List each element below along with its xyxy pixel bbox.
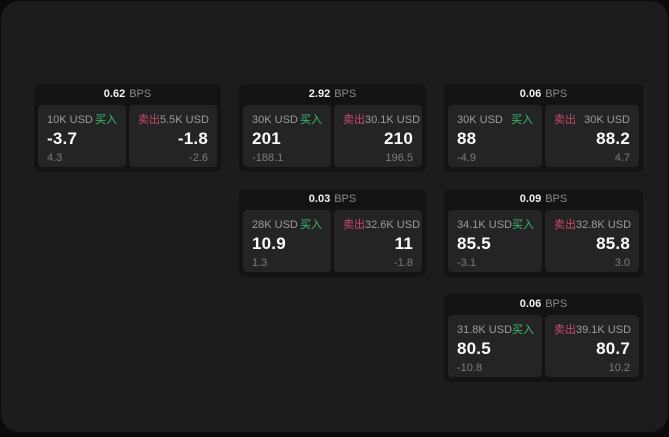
sell-tag: 卖出 xyxy=(554,219,576,231)
bps-unit-label: BPS xyxy=(545,193,568,205)
buy-amount: 10K USD xyxy=(47,114,93,126)
buy-delta: -3.1 xyxy=(457,257,476,269)
sell-amount: 30.1K USD xyxy=(365,114,421,126)
buy-panel[interactable]: 30K USD 买入 88 -4.9 xyxy=(448,105,542,167)
sell-panel[interactable]: 卖出 32.6K USD 11 -1.8 xyxy=(334,210,422,272)
buy-delta: -4.9 xyxy=(457,152,476,164)
bps-value: 2.92 xyxy=(308,88,331,100)
buy-tag: 买入 xyxy=(511,114,533,126)
bps-value: 0.03 xyxy=(308,193,331,205)
sell-delta: 4.7 xyxy=(614,152,630,164)
sell-price: -1.8 xyxy=(177,129,208,148)
quote-card: 0.06 BPS 30K USD 买入 88 -4.9 卖出 30K USD 8… xyxy=(444,84,643,172)
bps-header: 0.62 BPS xyxy=(34,84,221,105)
buy-delta: -10.8 xyxy=(457,362,483,374)
sell-tag: 卖出 xyxy=(343,114,365,126)
bps-unit-label: BPS xyxy=(545,298,568,310)
bps-unit-label: BPS xyxy=(334,88,357,100)
buy-price: 201 xyxy=(252,129,281,148)
buy-panel[interactable]: 10K USD 买入 -3.7 4.3 xyxy=(38,105,126,167)
quote-card: 0.03 BPS 28K USD 买入 10.9 1.3 卖出 32.6K US… xyxy=(239,189,426,277)
sell-price: 88.2 xyxy=(596,129,630,148)
sell-amount: 30K USD xyxy=(584,114,630,126)
bps-header: 0.06 BPS xyxy=(444,84,643,105)
quote-card: 2.92 BPS 30K USD 买入 201 -188.1 卖出 30.1K … xyxy=(239,84,426,172)
bps-header: 0.06 BPS xyxy=(444,294,643,315)
bps-unit-label: BPS xyxy=(334,193,357,205)
bps-value: 0.06 xyxy=(519,88,542,100)
sell-tag: 卖出 xyxy=(554,114,576,126)
buy-amount: 31.8K USD xyxy=(457,324,513,336)
sell-delta: -2.6 xyxy=(189,152,208,164)
buy-panel[interactable]: 28K USD 买入 10.9 1.3 xyxy=(243,210,331,272)
buy-price: 88 xyxy=(457,129,477,148)
bps-header: 0.09 BPS xyxy=(444,189,643,210)
sell-amount: 39.1K USD xyxy=(576,324,632,336)
buy-amount: 28K USD xyxy=(252,219,298,231)
sell-amount: 32.6K USD xyxy=(365,219,421,231)
buy-tag: 买入 xyxy=(300,219,322,231)
sell-price: 11 xyxy=(394,234,413,253)
bps-unit-label: BPS xyxy=(545,88,568,100)
buy-panel[interactable]: 31.8K USD 买入 80.5 -10.8 xyxy=(448,315,542,377)
sell-panel[interactable]: 卖出 30.1K USD 210 196.5 xyxy=(334,105,422,167)
bps-unit-label: BPS xyxy=(129,88,152,100)
buy-tag: 买入 xyxy=(512,219,535,231)
buy-delta: 1.3 xyxy=(252,257,268,269)
buy-tag: 买入 xyxy=(512,324,535,336)
buy-tag: 买入 xyxy=(300,114,322,126)
sell-price: 80.7 xyxy=(596,339,630,358)
sell-delta: 10.2 xyxy=(608,362,630,374)
buy-amount: 30K USD xyxy=(457,114,503,126)
buy-price: 10.9 xyxy=(252,234,286,253)
sell-price: 210 xyxy=(384,129,413,148)
sell-panel[interactable]: 卖出 30K USD 88.2 4.7 xyxy=(545,105,639,167)
bps-value: 0.09 xyxy=(519,193,542,205)
buy-delta: -188.1 xyxy=(252,152,284,164)
sell-tag: 卖出 xyxy=(554,324,576,336)
sell-amount: 5.5K USD xyxy=(160,114,209,126)
sell-delta: 196.5 xyxy=(385,152,413,164)
sell-tag: 卖出 xyxy=(138,114,160,126)
sell-tag: 卖出 xyxy=(343,219,365,231)
bps-value: 0.62 xyxy=(103,88,126,100)
buy-tag: 买入 xyxy=(95,114,117,126)
sell-amount: 32.8K USD xyxy=(576,219,632,231)
buy-price: 80.5 xyxy=(457,339,491,358)
bps-header: 2.92 BPS xyxy=(239,84,426,105)
sell-delta: -1.8 xyxy=(394,257,413,269)
bps-header: 0.03 BPS xyxy=(239,189,426,210)
sell-price: 85.8 xyxy=(596,234,630,253)
sell-panel[interactable]: 卖出 39.1K USD 80.7 10.2 xyxy=(545,315,639,377)
buy-amount: 30K USD xyxy=(252,114,298,126)
sell-delta: 3.0 xyxy=(614,257,630,269)
buy-panel[interactable]: 30K USD 买入 201 -188.1 xyxy=(243,105,331,167)
quote-card: 0.06 BPS 31.8K USD 买入 80.5 -10.8 卖出 39.1… xyxy=(444,294,643,382)
buy-price: -3.7 xyxy=(47,129,78,148)
buy-panel[interactable]: 34.1K USD 买入 85.5 -3.1 xyxy=(448,210,542,272)
quote-card: 0.09 BPS 34.1K USD 买入 85.5 -3.1 卖出 32.8K… xyxy=(444,189,643,277)
buy-price: 85.5 xyxy=(457,234,491,253)
buy-amount: 34.1K USD xyxy=(457,219,513,231)
bps-value: 0.06 xyxy=(519,298,542,310)
sell-panel[interactable]: 卖出 32.8K USD 85.8 3.0 xyxy=(545,210,639,272)
buy-delta: 4.3 xyxy=(47,152,63,164)
sell-panel[interactable]: 卖出 5.5K USD -1.8 -2.6 xyxy=(129,105,217,167)
quote-card: 0.62 BPS 10K USD 买入 -3.7 4.3 卖出 5.5K USD… xyxy=(34,84,221,172)
